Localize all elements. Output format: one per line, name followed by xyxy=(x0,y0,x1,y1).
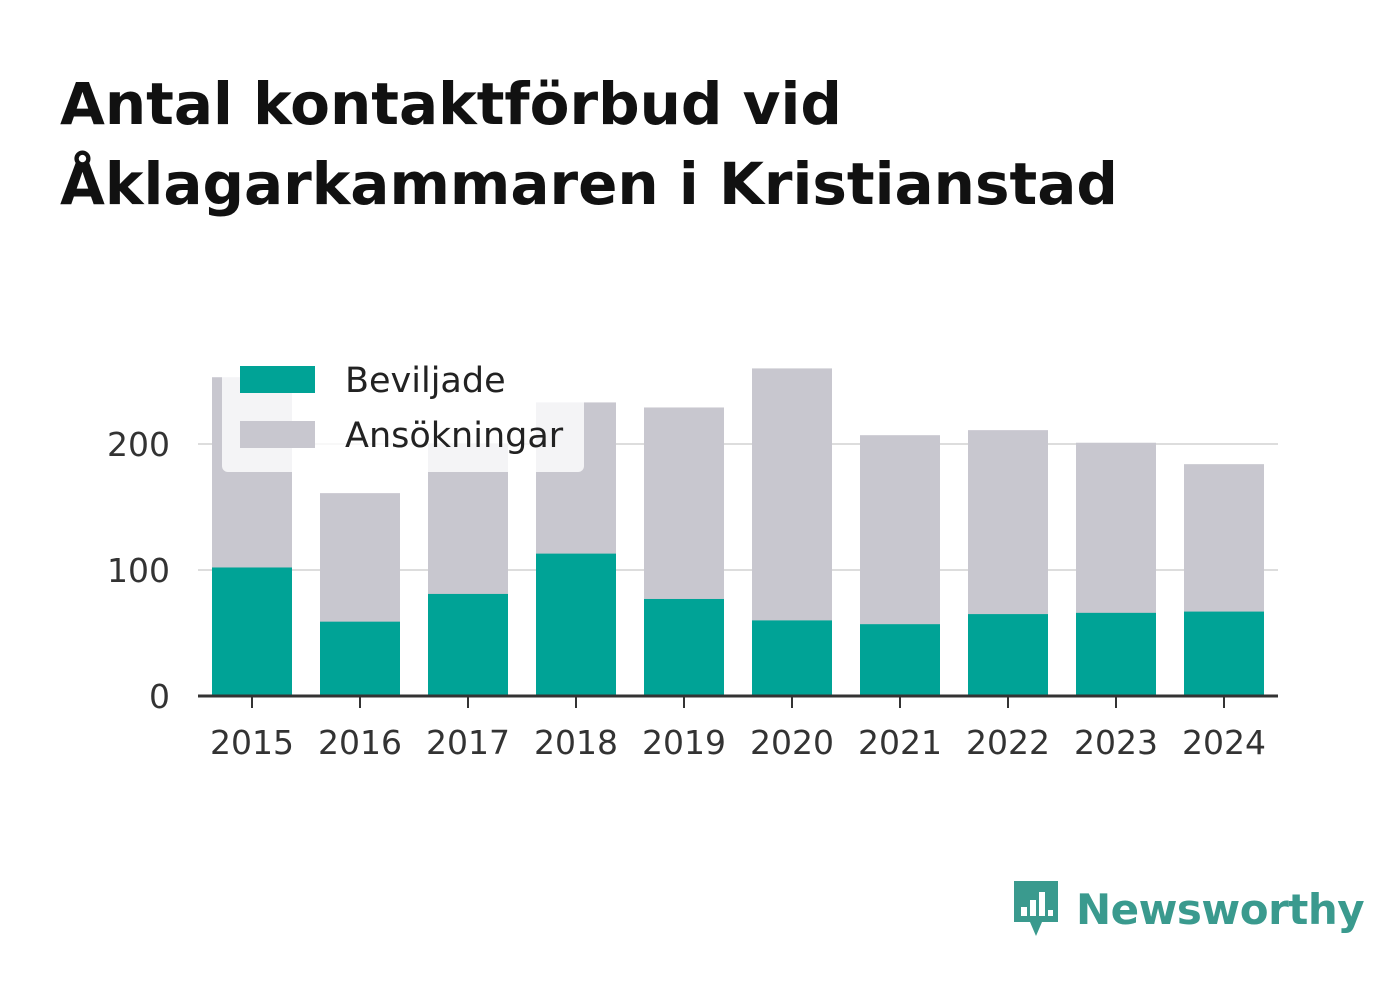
x-tick-label: 2021 xyxy=(858,723,942,762)
x-tick-label: 2015 xyxy=(210,723,294,762)
bar-beviljade xyxy=(644,598,724,696)
chart-title-line-1: Antal kontaktförbud vid xyxy=(60,70,842,138)
bar-chart-speech-icon xyxy=(1014,881,1058,936)
x-tick-label: 2024 xyxy=(1182,723,1266,762)
y-tick-label: 200 xyxy=(107,425,170,464)
bar-beviljade xyxy=(212,567,292,696)
bar-beviljade xyxy=(1184,611,1264,696)
x-tick-label: 2018 xyxy=(534,723,618,762)
y-tick-label: 0 xyxy=(149,677,170,716)
x-tick-label: 2016 xyxy=(318,723,402,762)
legend-swatch xyxy=(240,421,315,448)
bar-beviljade xyxy=(1076,612,1156,696)
legend-label: Ansökningar xyxy=(345,416,564,456)
x-tick-label: 2022 xyxy=(966,723,1050,762)
bar-beviljade xyxy=(752,620,832,696)
legend-swatch xyxy=(240,366,315,393)
bar-beviljade xyxy=(536,553,616,696)
bar-beviljade xyxy=(860,624,940,696)
x-tick-label: 2020 xyxy=(750,723,834,762)
chart-title: Antal kontaktförbud vid Åklagarkammaren … xyxy=(60,64,1118,224)
legend: Beviljade Ansökningar xyxy=(222,350,584,472)
x-tick-label: 2017 xyxy=(426,723,510,762)
bar-beviljade xyxy=(968,614,1048,696)
y-tick-label: 100 xyxy=(107,551,170,590)
bar-beviljade xyxy=(320,621,400,696)
x-tick-label: 2023 xyxy=(1074,723,1158,762)
newsworthy-logo: Newsworthy xyxy=(1010,878,1365,940)
bar-beviljade xyxy=(428,593,508,696)
chart-title-line-2: Åklagarkammaren i Kristianstad xyxy=(60,150,1118,218)
legend-label: Beviljade xyxy=(345,361,506,401)
x-tick-label: 2019 xyxy=(642,723,726,762)
brand-name: Newsworthy xyxy=(1076,884,1365,934)
